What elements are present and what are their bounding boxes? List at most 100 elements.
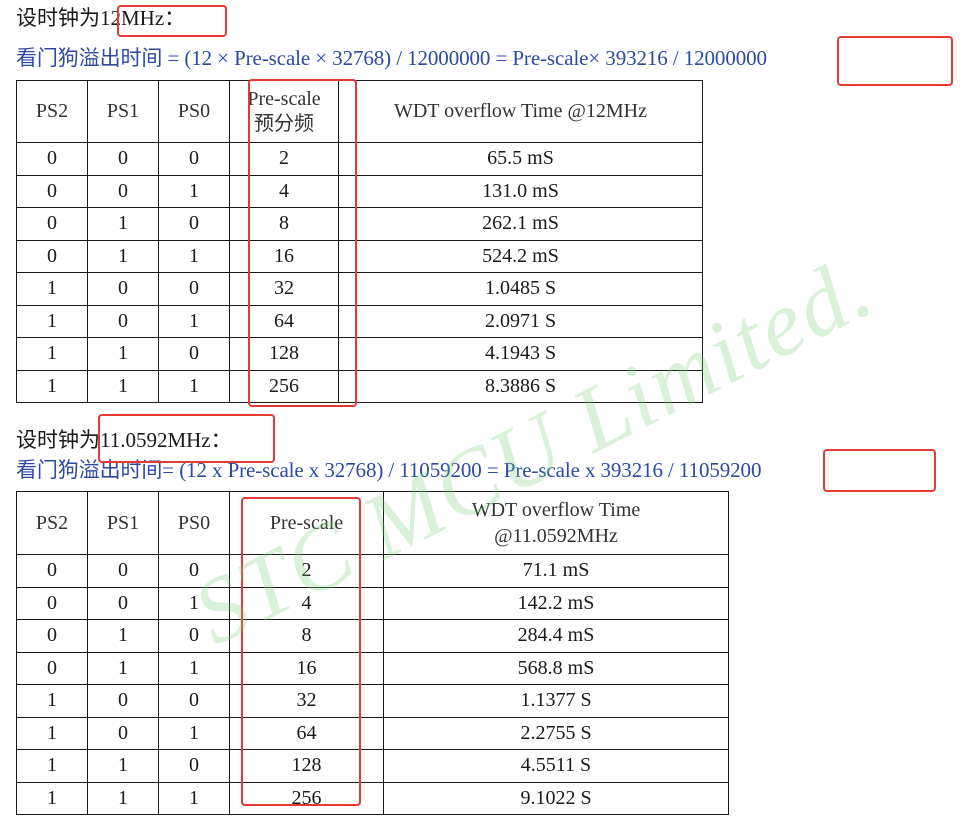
cell-ps1: 0 — [87, 716, 159, 750]
cell-ps2: 0 — [16, 651, 88, 685]
cell-ps2: 0 — [16, 239, 88, 273]
table-row: 0 0 0 2 71.1 mS — [16, 554, 729, 588]
cell-ps0: 0 — [158, 619, 230, 653]
table-body: 0 0 0 2 65.5 mS 0 0 1 4 131.0 mS 0 1 0 8 262.1 mS 0 1 1 16… — [16, 142, 703, 403]
cell-overflow-time: 9.1022 S — [383, 781, 729, 815]
cell-ps0: 1 — [158, 304, 230, 338]
cell-ps1: 0 — [87, 304, 159, 338]
cell-overflow-time: 71.1 mS — [383, 554, 729, 588]
cell-ps0: 1 — [158, 239, 230, 273]
cell-ps0: 1 — [158, 174, 230, 208]
header-overflow-time-text: WDT overflow Time @11.0592MHz — [471, 499, 641, 547]
cell-prescale: 64 — [229, 716, 384, 750]
cell-ps2: 0 — [16, 174, 88, 208]
cell-ps2: 0 — [16, 142, 88, 176]
section2-heading: 设时钟为11.0592MHz： — [16, 428, 232, 452]
cell-prescale: 2 — [229, 554, 384, 588]
cell-prescale: 32 — [229, 272, 339, 306]
cell-ps1: 1 — [87, 781, 159, 815]
section2-formula: 看门狗溢出时间= (12 x Pre-scale x 32768) / 1105… — [16, 458, 762, 482]
cell-prescale: 4 — [229, 174, 339, 208]
header-prescale: Pre-scale — [229, 491, 384, 555]
highlight-box-11059200 — [823, 449, 936, 492]
cell-ps2: 1 — [16, 684, 88, 718]
cell-ps0: 0 — [158, 272, 230, 306]
cell-ps2: 1 — [16, 781, 88, 815]
cell-overflow-time: 284.4 mS — [383, 619, 729, 653]
header-overflow-time: WDT overflow Time @12MHz — [338, 80, 703, 143]
table-row: 0 1 0 8 262.1 mS — [16, 207, 703, 241]
cell-ps2: 0 — [16, 619, 88, 653]
cell-ps0: 1 — [158, 716, 230, 750]
cell-ps1: 1 — [87, 207, 159, 241]
cell-overflow-time: 2.0971 S — [338, 304, 703, 338]
cell-ps1: 1 — [87, 749, 159, 783]
cell-ps1: 0 — [87, 142, 159, 176]
cell-ps1: 1 — [87, 369, 159, 403]
cell-overflow-time: 1.1377 S — [383, 684, 729, 718]
cell-overflow-time: 4.5511 S — [383, 749, 729, 783]
table-row: 1 0 1 64 2.2755 S — [16, 716, 729, 750]
header-ps1: PS1 — [87, 80, 159, 143]
cell-ps0: 0 — [158, 207, 230, 241]
cell-ps2: 1 — [16, 272, 88, 306]
cell-ps0: 1 — [158, 781, 230, 815]
header-ps0: PS0 — [158, 80, 230, 143]
cell-ps1: 0 — [87, 586, 159, 620]
cell-ps1: 1 — [87, 239, 159, 273]
header-ps1: PS1 — [87, 491, 159, 555]
cell-prescale: 8 — [229, 207, 339, 241]
cell-prescale: 128 — [229, 749, 384, 783]
table-row: 1 1 1 256 8.3886 S — [16, 369, 703, 403]
cell-ps2: 1 — [16, 749, 88, 783]
cell-prescale: 32 — [229, 684, 384, 718]
cell-prescale: 256 — [229, 781, 384, 815]
cell-prescale: 256 — [229, 369, 339, 403]
cell-prescale: 16 — [229, 239, 339, 273]
cell-ps1: 1 — [87, 619, 159, 653]
cell-overflow-time: 524.2 mS — [338, 239, 703, 273]
cell-prescale: 16 — [229, 651, 384, 685]
cell-ps0: 0 — [158, 142, 230, 176]
cell-ps1: 1 — [87, 651, 159, 685]
header-prescale: Pre-scale 预分频 — [229, 80, 339, 143]
header-ps0: PS0 — [158, 491, 230, 555]
cell-overflow-time: 131.0 mS — [338, 174, 703, 208]
cell-ps0: 0 — [158, 337, 230, 371]
cell-ps2: 1 — [16, 304, 88, 338]
cell-ps1: 0 — [87, 554, 159, 588]
header-overflow-time: WDT overflow Time @11.0592MHz — [383, 491, 729, 555]
header-ps2: PS2 — [16, 80, 88, 143]
table-row: 0 1 1 16 524.2 mS — [16, 239, 703, 273]
cell-ps2: 1 — [16, 369, 88, 403]
cell-overflow-time: 262.1 mS — [338, 207, 703, 241]
cell-ps1: 0 — [87, 684, 159, 718]
header-ps2: PS2 — [16, 491, 88, 555]
cell-overflow-time: 4.1943 S — [338, 337, 703, 371]
cell-ps0: 1 — [158, 586, 230, 620]
cell-ps1: 0 — [87, 174, 159, 208]
cell-prescale: 4 — [229, 586, 384, 620]
cell-ps0: 1 — [158, 651, 230, 685]
table-body: 0 0 0 2 71.1 mS 0 0 1 4 142.2 mS 0 1 0 8 284.4 mS 0 1 1 16… — [16, 554, 729, 815]
cell-overflow-time: 2.2755 S — [383, 716, 729, 750]
cell-ps0: 0 — [158, 684, 230, 718]
table-row: 1 1 1 256 9.1022 S — [16, 781, 729, 815]
table-row: 1 0 0 32 1.1377 S — [16, 684, 729, 718]
table-row: 1 1 0 128 4.1943 S — [16, 337, 703, 371]
cell-ps2: 1 — [16, 716, 88, 750]
section1-formula: 看门狗溢出时间 = (12 × Pre-scale × 32768) / 120… — [16, 46, 767, 70]
table-row: 0 1 0 8 284.4 mS — [16, 619, 729, 653]
cell-ps1: 0 — [87, 272, 159, 306]
table-row: 1 1 0 128 4.5511 S — [16, 749, 729, 783]
cell-overflow-time: 8.3886 S — [338, 369, 703, 403]
cell-prescale: 64 — [229, 304, 339, 338]
cell-ps2: 0 — [16, 586, 88, 620]
wdt-table-11-0592mhz: PS2 PS1 PS0 Pre-scale WDT overflow Time … — [16, 491, 729, 815]
cell-prescale: 8 — [229, 619, 384, 653]
header-prescale-text: Pre-scale 预分频 — [247, 87, 321, 135]
cell-overflow-time: 1.0485 S — [338, 272, 703, 306]
table-row: 1 0 0 32 1.0485 S — [16, 272, 703, 306]
table-row: 0 0 1 4 142.2 mS — [16, 586, 729, 620]
highlight-box-12000000 — [837, 36, 953, 86]
